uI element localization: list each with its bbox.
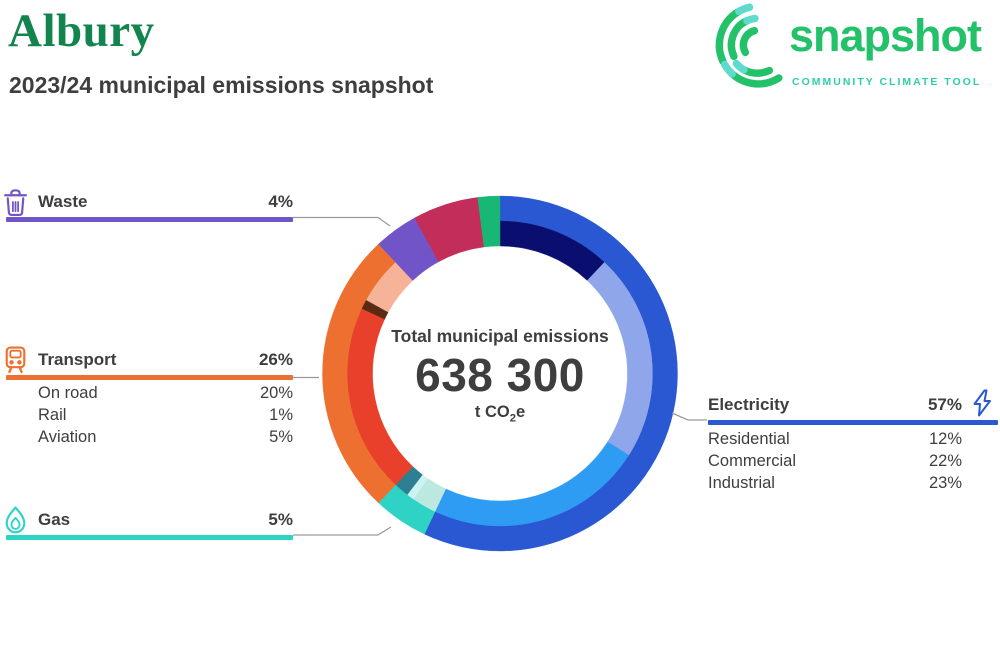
unit-suffix: e xyxy=(515,402,526,421)
logo-wordmark: snapshot xyxy=(789,10,982,61)
industrial-label: Industrial xyxy=(708,474,775,492)
commercial-label: Commercial xyxy=(708,452,797,470)
page-title: Albury xyxy=(8,5,155,57)
page-subtitle: 2023/24 municipal emissions snapshot xyxy=(9,72,434,98)
logo-arcs-green xyxy=(715,7,783,88)
electricity-section: Electricity 57% Residential 12% Commerci… xyxy=(708,389,998,494)
train-icon xyxy=(2,345,29,381)
trash-icon xyxy=(2,187,29,223)
aviation-value: 5% xyxy=(269,428,293,446)
electricity-sub-commercial: Commercial 22% xyxy=(708,450,998,472)
industrial-value: 23% xyxy=(928,474,962,492)
transport-section: Transport 26% On road 20% Rail 1% Aviati… xyxy=(0,346,293,448)
donut-center-text: Total municipal emissions 638 300 t CO2e xyxy=(350,326,650,424)
electricity-sub-industrial: Industrial 23% xyxy=(708,472,998,494)
electricity-label: Electricity xyxy=(708,395,790,414)
gas-value: 5% xyxy=(268,510,293,529)
unit-prefix: t CO xyxy=(474,402,510,421)
total-emissions-value: 638 300 xyxy=(415,349,585,401)
waste-underline xyxy=(6,217,293,222)
residential-value: 12% xyxy=(928,430,962,448)
transport-sub-aviation: Aviation 5% xyxy=(38,426,293,448)
electricity-value: 57% xyxy=(927,395,962,414)
transport-sub-onroad: On road 20% xyxy=(38,382,293,404)
rail-label: Rail xyxy=(38,406,67,424)
gas-section: Gas 5% xyxy=(0,506,293,540)
transport-value: 26% xyxy=(258,350,293,369)
transport-sub-rail: Rail 1% xyxy=(38,404,293,426)
flame-icon xyxy=(2,505,29,541)
waste-value: 4% xyxy=(268,192,293,211)
onroad-label: On road xyxy=(38,384,98,402)
total-emissions-unit: t CO2e xyxy=(350,403,650,424)
electricity-sub-residential: Residential 12% xyxy=(708,428,998,450)
total-emissions-label: Total municipal emissions xyxy=(391,326,609,346)
bolt-icon xyxy=(970,388,994,423)
transport-underline xyxy=(6,375,293,380)
aviation-label: Aviation xyxy=(38,428,97,446)
logo-arcs-teal xyxy=(720,3,759,78)
onroad-value: 20% xyxy=(259,384,293,402)
commercial-value: 22% xyxy=(928,452,962,470)
snapshot-logo-icon xyxy=(712,0,786,97)
waste-section: Waste 4% xyxy=(0,189,293,222)
waste-label: Waste xyxy=(38,192,88,211)
transport-label: Transport xyxy=(38,350,117,369)
rail-value: 1% xyxy=(269,406,293,424)
gas-label: Gas xyxy=(38,510,71,529)
logo-tagline: COMMUNITY CLIMATE TOOL xyxy=(792,76,982,88)
residential-label: Residential xyxy=(708,430,790,448)
gas-underline xyxy=(6,535,293,540)
electricity-underline xyxy=(708,420,998,425)
